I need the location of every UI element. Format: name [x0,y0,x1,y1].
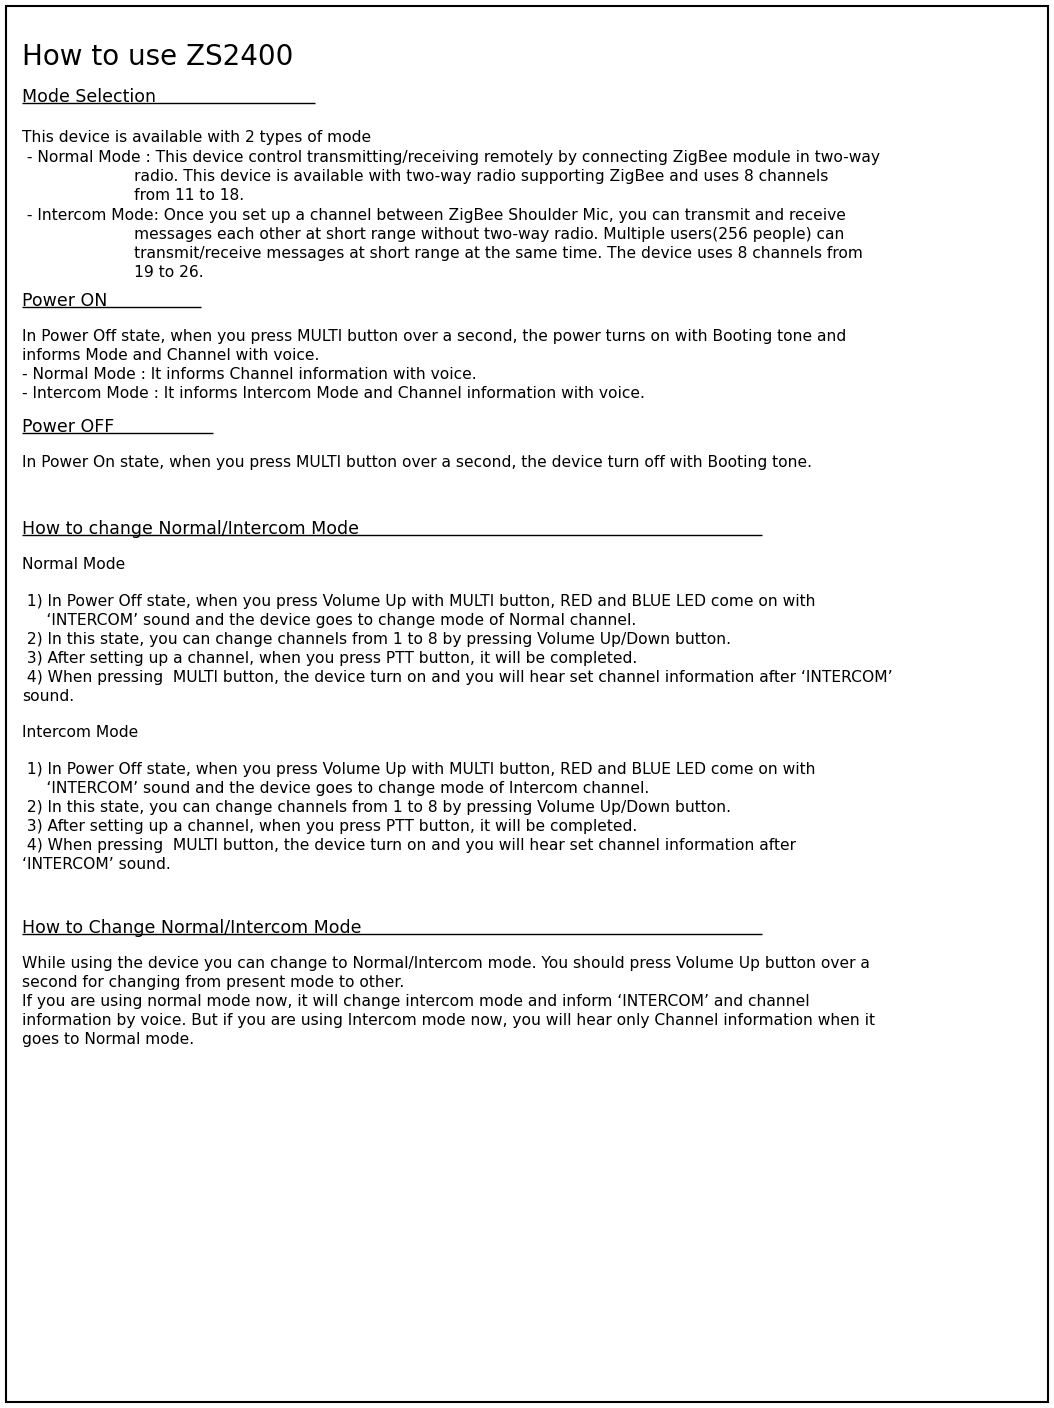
Text: 19 to 26.: 19 to 26. [22,265,203,280]
Text: 4) When pressing  MULTI button, the device turn on and you will hear set channel: 4) When pressing MULTI button, the devic… [22,670,893,686]
Text: ‘INTERCOM’ sound and the device goes to change mode of Normal channel.: ‘INTERCOM’ sound and the device goes to … [22,612,637,628]
Text: - Normal Mode : This device control transmitting/receiving remotely by connectin: - Normal Mode : This device control tran… [22,151,880,165]
Text: messages each other at short range without two-way radio. Multiple users(256 peo: messages each other at short range witho… [22,227,844,242]
Text: ‘INTERCOM’ sound.: ‘INTERCOM’ sound. [22,857,171,872]
Text: Intercom Mode: Intercom Mode [22,725,138,741]
Text: Power OFF: Power OFF [22,418,114,436]
Text: sound.: sound. [22,689,74,704]
Text: How to Change Normal/Intercom Mode: How to Change Normal/Intercom Mode [22,919,362,936]
Text: goes to Normal mode.: goes to Normal mode. [22,1032,194,1048]
Text: If you are using normal mode now, it will change intercom mode and inform ‘INTER: If you are using normal mode now, it wil… [22,994,809,1010]
Text: While using the device you can change to Normal/Intercom mode. You should press : While using the device you can change to… [22,956,870,972]
Text: ‘INTERCOM’ sound and the device goes to change mode of Intercom channel.: ‘INTERCOM’ sound and the device goes to … [22,781,649,796]
Text: How to change Normal/Intercom Mode: How to change Normal/Intercom Mode [22,520,359,538]
Text: In Power On state, when you press MULTI button over a second, the device turn of: In Power On state, when you press MULTI … [22,455,812,470]
Text: - Intercom Mode : It informs Intercom Mode and Channel information with voice.: - Intercom Mode : It informs Intercom Mo… [22,386,645,401]
Text: 2) In this state, you can change channels from 1 to 8 by pressing Volume Up/Down: 2) In this state, you can change channel… [22,800,731,815]
Text: radio. This device is available with two-way radio supporting ZigBee and uses 8 : radio. This device is available with two… [22,169,828,184]
Text: Mode Selection: Mode Selection [22,87,156,106]
Text: 2) In this state, you can change channels from 1 to 8 by pressing Volume Up/Down: 2) In this state, you can change channel… [22,632,731,648]
Text: - Intercom Mode: Once you set up a channel between ZigBee Shoulder Mic, you can : - Intercom Mode: Once you set up a chann… [22,208,846,222]
Text: Power ON: Power ON [22,291,108,310]
Text: second for changing from present mode to other.: second for changing from present mode to… [22,974,405,990]
Text: informs Mode and Channel with voice.: informs Mode and Channel with voice. [22,348,319,363]
Text: 1) In Power Off state, when you press Volume Up with MULTI button, RED and BLUE : 1) In Power Off state, when you press Vo… [22,762,816,777]
Text: 3) After setting up a channel, when you press PTT button, it will be completed.: 3) After setting up a channel, when you … [22,819,638,834]
Text: information by voice. But if you are using Intercom mode now, you will hear only: information by voice. But if you are usi… [22,1012,875,1028]
Text: This device is available with 2 types of mode: This device is available with 2 types of… [22,130,371,145]
Text: 1) In Power Off state, when you press Volume Up with MULTI button, RED and BLUE : 1) In Power Off state, when you press Vo… [22,594,816,610]
Text: Normal Mode: Normal Mode [22,558,125,572]
Text: from 11 to 18.: from 11 to 18. [22,189,245,203]
Text: transmit/receive messages at short range at the same time. The device uses 8 cha: transmit/receive messages at short range… [22,246,863,260]
Text: - Normal Mode : It informs Channel information with voice.: - Normal Mode : It informs Channel infor… [22,367,476,382]
Text: In Power Off state, when you press MULTI button over a second, the power turns o: In Power Off state, when you press MULTI… [22,329,846,344]
Text: 4) When pressing  MULTI button, the device turn on and you will hear set channel: 4) When pressing MULTI button, the devic… [22,838,796,853]
Text: How to use ZS2400: How to use ZS2400 [22,44,293,70]
Text: 3) After setting up a channel, when you press PTT button, it will be completed.: 3) After setting up a channel, when you … [22,650,638,666]
